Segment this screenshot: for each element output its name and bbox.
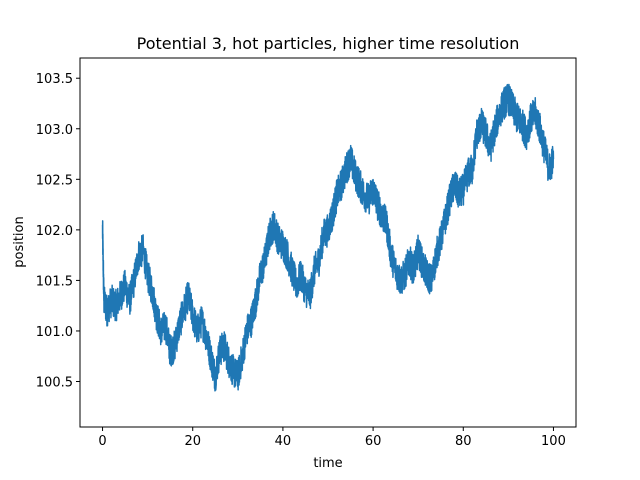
chart-title: Potential 3, hot particles, higher time … <box>137 34 520 53</box>
x-tick-label: 40 <box>275 434 292 449</box>
x-tick-label: 60 <box>365 434 382 449</box>
x-tick-label: 20 <box>184 434 201 449</box>
x-axis: 0 20 40 60 80 100 <box>98 427 566 449</box>
y-tick-label: 100.5 <box>36 376 73 391</box>
x-tick-label: 80 <box>455 434 472 449</box>
y-tick-label: 101.5 <box>36 274 73 289</box>
y-tick-label: 102.0 <box>36 224 73 239</box>
x-axis-label: time <box>313 456 342 471</box>
series-line <box>101 83 555 392</box>
y-axis: 100.5 101.0 101.5 102.0 102.5 103.0 103.5 <box>36 72 80 391</box>
y-tick-label: 103.5 <box>36 72 73 87</box>
plot-area <box>101 83 555 392</box>
axes-frame <box>79 57 577 428</box>
x-tick-label: 100 <box>541 434 566 449</box>
y-tick-label: 103.0 <box>36 123 73 138</box>
y-tick-label: 101.0 <box>36 325 73 340</box>
y-axis-label: position <box>12 216 27 268</box>
x-tick-label: 0 <box>98 434 106 449</box>
y-tick-label: 102.5 <box>36 173 73 188</box>
